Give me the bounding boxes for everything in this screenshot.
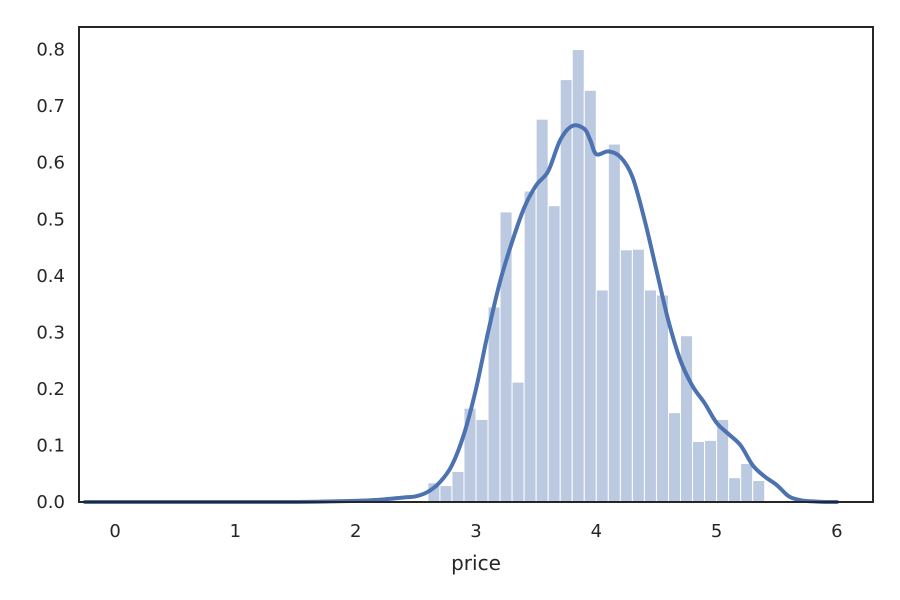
histogram-bar xyxy=(487,306,501,503)
histogram-bar xyxy=(511,381,525,503)
histogram-bar xyxy=(643,289,657,503)
y-tick-label: 0.7 xyxy=(36,96,65,117)
histogram-bar xyxy=(667,412,682,503)
y-tick-label: 0.6 xyxy=(36,153,65,174)
kde-curve-layer xyxy=(83,123,839,505)
x-tick-label: 2 xyxy=(350,521,361,542)
histogram-bar xyxy=(475,418,489,503)
histogram-bar xyxy=(559,79,573,503)
kde-line xyxy=(83,123,839,505)
x-tick-label: 5 xyxy=(711,521,722,542)
histogram-bar xyxy=(523,190,537,503)
x-axis-label: price xyxy=(451,551,501,575)
y-tick-label: 0.4 xyxy=(36,266,65,287)
histogram-bar xyxy=(547,205,561,503)
y-tick-label: 0.5 xyxy=(36,209,65,230)
histogram-bar xyxy=(740,463,754,503)
histogram-bar xyxy=(451,470,465,503)
histogram-bar xyxy=(692,440,706,503)
y-tick-label: 0.2 xyxy=(36,379,65,400)
histogram-bar xyxy=(607,143,621,503)
x-tick-label: 6 xyxy=(831,521,842,542)
x-tick-label: 0 xyxy=(109,521,120,542)
histogram-bar xyxy=(728,477,742,503)
histogram-bar xyxy=(631,248,645,503)
histogram-bar xyxy=(571,49,585,503)
histogram-bar xyxy=(595,289,609,503)
histogram-bar xyxy=(655,294,669,503)
axes-frame xyxy=(78,26,874,503)
histogram-bar xyxy=(619,249,633,503)
y-tick-label: 0.3 xyxy=(36,322,65,343)
x-tick-label: 4 xyxy=(591,521,602,542)
y-tick-label: 0.0 xyxy=(36,492,65,513)
histogram-bar xyxy=(752,480,766,503)
histogram-bars xyxy=(427,49,766,503)
x-tick-label: 3 xyxy=(470,521,481,542)
x-tick-label: 1 xyxy=(230,521,241,542)
y-tick-label: 0.1 xyxy=(36,435,65,456)
y-tick-label: 0.8 xyxy=(36,40,65,61)
y-axis-ticks: 0.0 0.1 0.2 0.3 0.4 0.5 0.6 0.7 0.8 xyxy=(36,40,65,513)
histogram-bar xyxy=(704,439,718,503)
x-axis-ticks: 0 1 2 3 4 5 6 xyxy=(109,521,842,542)
histogram-bar xyxy=(439,485,453,503)
